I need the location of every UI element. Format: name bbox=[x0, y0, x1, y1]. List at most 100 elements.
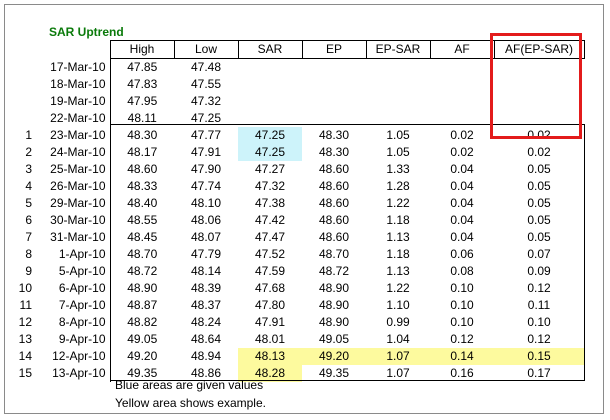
sar-cell[interactable]: 47.68 bbox=[254, 281, 286, 295]
af-ep-sar-cell[interactable] bbox=[494, 59, 584, 77]
high-cell[interactable]: 48.11 bbox=[127, 111, 157, 125]
af-cell[interactable]: 0.10 bbox=[450, 281, 474, 295]
high-cell[interactable]: 48.30 bbox=[127, 128, 158, 142]
date-cell[interactable]: 7-Apr-10 bbox=[34, 297, 111, 314]
high-cell[interactable]: 48.17 bbox=[127, 145, 158, 159]
low-cell[interactable]: 48.07 bbox=[190, 230, 222, 244]
low-cell[interactable]: 47.25 bbox=[190, 111, 222, 125]
high-cell[interactable]: 48.87 bbox=[127, 298, 158, 312]
ep-cell[interactable]: 49.05 bbox=[318, 332, 350, 346]
row-index[interactable]: 1 bbox=[25, 128, 32, 142]
sar-cell[interactable]: 48.01 bbox=[254, 332, 286, 346]
high-cell[interactable]: 48.60 bbox=[127, 162, 158, 176]
af-cell[interactable]: 0.12 bbox=[450, 332, 474, 346]
ep-cell[interactable]: 48.90 bbox=[318, 298, 350, 312]
sar-cell[interactable]: 47.25 bbox=[238, 127, 302, 144]
low-cell[interactable]: 48.10 bbox=[190, 196, 222, 210]
ep-sar-cell[interactable]: 1.13 bbox=[386, 230, 410, 244]
ep-cell[interactable]: 48.60 bbox=[318, 196, 350, 210]
af-cell[interactable] bbox=[430, 76, 494, 93]
row-index[interactable]: 11 bbox=[19, 298, 32, 312]
low-cell[interactable]: 48.94 bbox=[190, 349, 222, 363]
af-ep-sar-cell[interactable]: 0.05 bbox=[527, 162, 551, 176]
date-cell[interactable]: 31-Mar-10 bbox=[34, 229, 111, 246]
low-cell[interactable]: 47.55 bbox=[190, 77, 222, 91]
date-cell[interactable]: 17-Mar-10 bbox=[34, 58, 111, 76]
sar-cell[interactable]: 47.38 bbox=[254, 196, 286, 210]
af-cell[interactable]: 0.04 bbox=[450, 196, 474, 210]
sar-cell[interactable]: 47.59 bbox=[254, 264, 286, 278]
date-cell[interactable]: 5-Apr-10 bbox=[34, 263, 111, 280]
high-cell[interactable]: 48.45 bbox=[127, 230, 158, 244]
row-index[interactable]: 9 bbox=[25, 264, 32, 278]
sar-cell[interactable]: 47.47 bbox=[254, 230, 286, 244]
low-cell[interactable]: 47.77 bbox=[190, 128, 222, 142]
date-cell[interactable]: 24-Mar-10 bbox=[34, 144, 111, 161]
sar-cell[interactable]: 48.28 bbox=[238, 365, 302, 382]
ep-cell[interactable]: 48.60 bbox=[318, 179, 350, 193]
sar-cell[interactable]: 47.52 bbox=[254, 247, 286, 261]
row-index[interactable]: 13 bbox=[18, 332, 32, 346]
date-cell[interactable]: 19-Mar-10 bbox=[34, 93, 111, 110]
ep-sar-cell[interactable]: 1.22 bbox=[386, 281, 410, 295]
ep-sar-cell[interactable]: 1.10 bbox=[386, 298, 410, 312]
row-index[interactable]: 14 bbox=[18, 349, 32, 363]
high-cell[interactable]: 48.55 bbox=[127, 213, 158, 227]
af-ep-sar-cell[interactable]: 0.05 bbox=[527, 179, 551, 193]
low-cell[interactable]: 48.06 bbox=[190, 213, 222, 227]
low-cell[interactable]: 48.14 bbox=[190, 264, 222, 278]
af-cell[interactable] bbox=[430, 93, 494, 110]
sar-cell[interactable]: 47.42 bbox=[254, 213, 286, 227]
af-ep-sar-cell[interactable]: 0.05 bbox=[527, 230, 551, 244]
high-cell[interactable]: 47.85 bbox=[127, 60, 158, 74]
ep-sar-cell[interactable]: 1.18 bbox=[386, 247, 410, 261]
ep-sar-cell[interactable]: 1.33 bbox=[386, 162, 410, 176]
sar-cell[interactable]: 47.80 bbox=[254, 298, 286, 312]
af-ep-sar-cell[interactable]: 0.05 bbox=[527, 213, 551, 227]
date-cell[interactable]: 13-Apr-10 bbox=[34, 365, 111, 382]
af-ep-sar-cell[interactable]: 0.09 bbox=[527, 264, 551, 278]
row-index[interactable]: 7 bbox=[25, 230, 32, 244]
ep-sar-cell[interactable]: 1.07 bbox=[386, 366, 410, 380]
row-index[interactable]: 4 bbox=[25, 179, 32, 193]
ep-sar-cell[interactable] bbox=[366, 59, 430, 77]
low-cell[interactable]: 47.79 bbox=[190, 247, 222, 261]
sar-cell[interactable] bbox=[238, 76, 302, 93]
sar-cell[interactable] bbox=[238, 93, 302, 110]
af-ep-sar-cell[interactable] bbox=[494, 76, 584, 93]
date-cell[interactable]: 29-Mar-10 bbox=[34, 195, 111, 212]
af-ep-sar-cell[interactable]: 0.10 bbox=[527, 315, 551, 329]
sar-cell[interactable]: 47.25 bbox=[238, 144, 302, 161]
row-index[interactable] bbox=[14, 76, 34, 93]
date-cell[interactable]: 1-Apr-10 bbox=[34, 246, 111, 263]
high-cell[interactable]: 48.70 bbox=[127, 247, 158, 261]
af-ep-sar-cell[interactable]: 0.02 bbox=[527, 145, 551, 159]
af-cell[interactable]: 0.04 bbox=[450, 230, 474, 244]
high-cell[interactable]: 48.33 bbox=[127, 179, 158, 193]
sar-cell[interactable]: 47.27 bbox=[254, 162, 286, 176]
date-cell[interactable]: 9-Apr-10 bbox=[34, 331, 111, 348]
af-cell[interactable] bbox=[430, 59, 494, 77]
date-cell[interactable]: 23-Mar-10 bbox=[34, 127, 111, 144]
af-cell[interactable]: 0.10 bbox=[450, 298, 474, 312]
ep-cell[interactable] bbox=[302, 76, 366, 93]
af-cell[interactable]: 0.10 bbox=[450, 315, 474, 329]
high-cell[interactable]: 49.35 bbox=[127, 366, 158, 380]
ep-cell[interactable]: 48.30 bbox=[318, 128, 350, 142]
af-cell[interactable]: 0.16 bbox=[450, 366, 474, 380]
af-ep-sar-cell[interactable]: 0.02 bbox=[527, 128, 551, 142]
ep-cell[interactable]: 48.60 bbox=[318, 213, 350, 227]
high-cell[interactable]: 47.83 bbox=[127, 77, 158, 91]
af-cell[interactable]: 0.06 bbox=[450, 247, 474, 261]
af-cell[interactable]: 0.02 bbox=[450, 145, 474, 159]
sar-cell[interactable] bbox=[238, 59, 302, 77]
af-ep-sar-cell[interactable]: 0.12 bbox=[527, 281, 551, 295]
date-cell[interactable]: 30-Mar-10 bbox=[34, 212, 111, 229]
ep-sar-cell[interactable] bbox=[366, 93, 430, 110]
ep-cell[interactable]: 48.60 bbox=[318, 162, 350, 176]
date-cell[interactable]: 25-Mar-10 bbox=[34, 161, 111, 178]
date-cell[interactable]: 22-Mar-10 bbox=[34, 110, 111, 127]
low-cell[interactable]: 47.91 bbox=[190, 145, 222, 159]
ep-sar-cell[interactable] bbox=[366, 110, 430, 127]
row-index[interactable]: 6 bbox=[25, 213, 32, 227]
